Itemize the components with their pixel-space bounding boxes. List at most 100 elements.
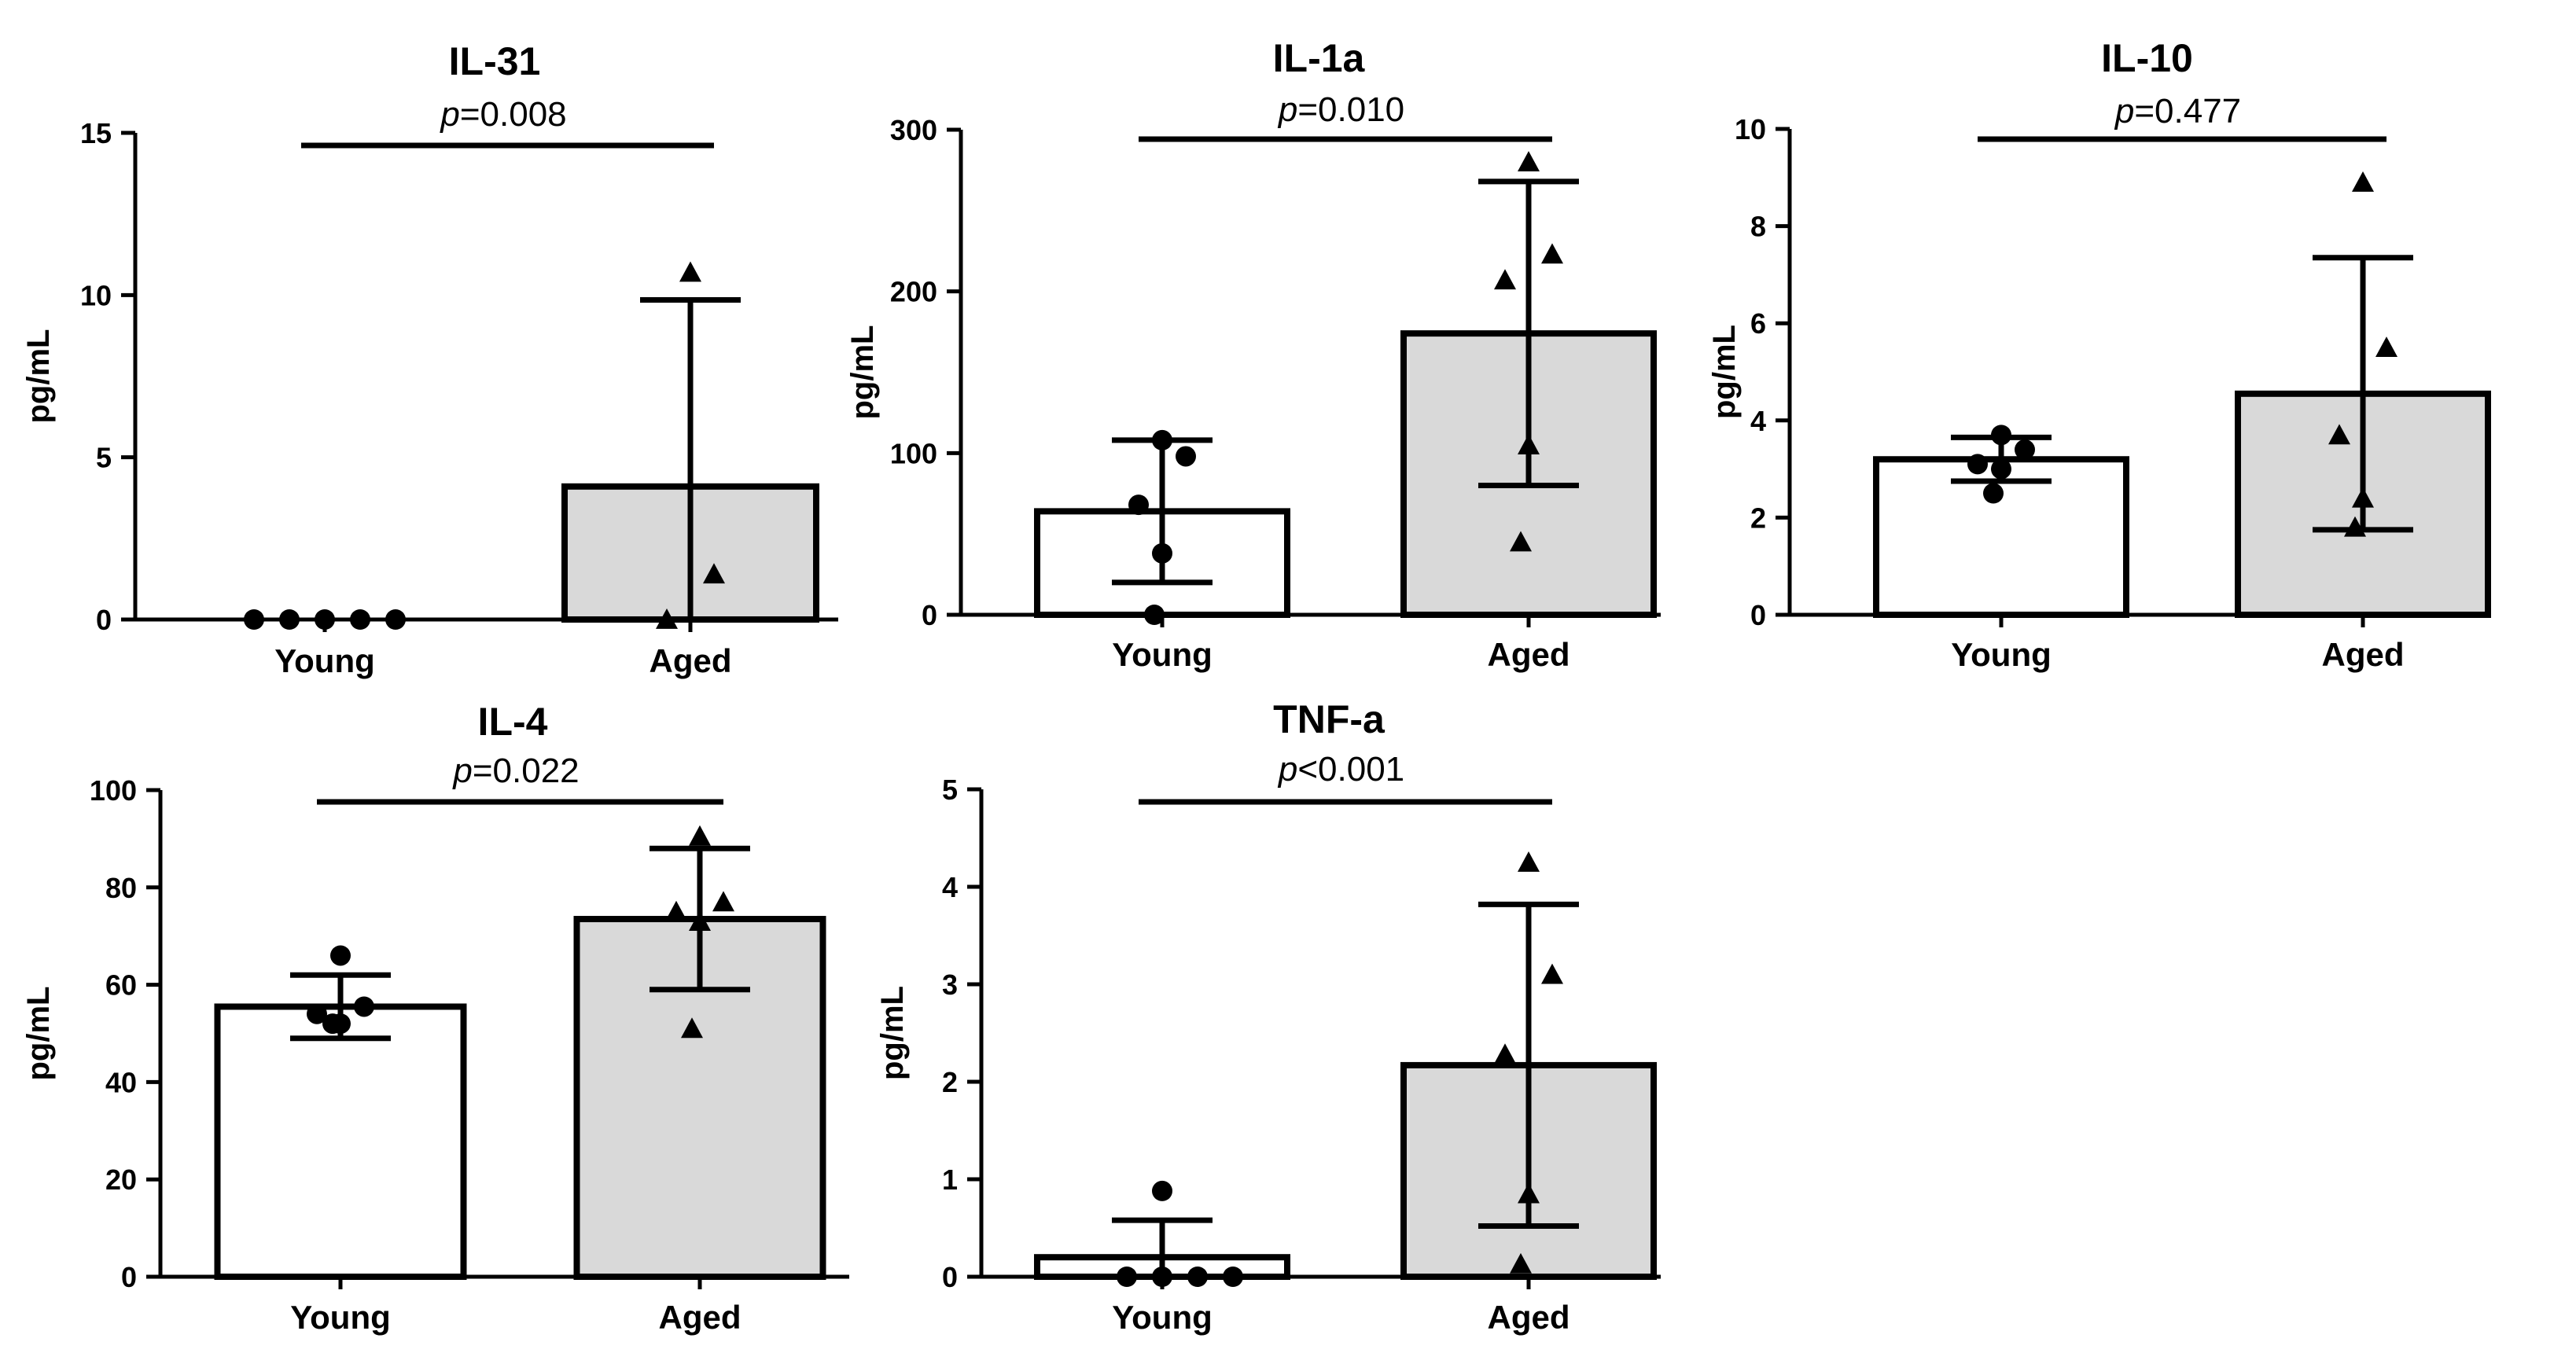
y-axis-label: pg/mL	[21, 987, 56, 1081]
category-label-young: Young	[1112, 1299, 1213, 1336]
point-young	[1152, 542, 1172, 564]
point-young	[1152, 1267, 1172, 1287]
y-tick-label: 15	[80, 117, 112, 149]
point-young	[354, 996, 374, 1017]
point-young	[1991, 425, 2011, 446]
point-aged	[1518, 851, 1540, 872]
category-label-young: Young	[274, 642, 375, 679]
point-young	[279, 609, 300, 630]
point-aged	[2328, 424, 2350, 445]
bar-young	[1873, 456, 2129, 618]
point-aged	[689, 825, 711, 846]
y-tick-label: 0	[121, 1261, 137, 1293]
y-tick-label: 300	[890, 114, 937, 146]
panel-il-1a: IL-1a p=0.010 pg/mL 0 100 200 300 Young Aged	[845, 36, 1661, 673]
y-tick-label: 200	[890, 276, 937, 308]
y-tick-label: 0	[96, 604, 112, 636]
p-value-label: p=0.010	[1277, 90, 1404, 129]
p-value-label: p=0.008	[439, 95, 566, 134]
category-label-aged: Aged	[659, 1299, 742, 1336]
y-tick-label: 10	[80, 279, 112, 311]
y-tick-label: 2	[1750, 502, 1766, 534]
point-young	[385, 609, 406, 630]
point-young	[330, 945, 351, 966]
p-value-label: p<0.001	[1277, 750, 1404, 789]
point-aged	[689, 910, 711, 932]
point-aged	[1494, 269, 1516, 290]
p-value-label: p=0.477	[2114, 92, 2241, 131]
point-aged	[1518, 151, 1540, 172]
panel-title: IL-4	[478, 700, 548, 744]
y-tick-label: 0	[1750, 599, 1766, 631]
y-tick-label: 40	[105, 1066, 137, 1098]
category-label-aged: Aged	[1488, 1299, 1570, 1336]
category-label-aged: Aged	[1488, 636, 1570, 673]
point-aged	[2352, 171, 2374, 192]
point-aged	[1518, 1182, 1540, 1204]
y-tick-label: 80	[105, 872, 137, 904]
panel-title: IL-10	[2101, 36, 2193, 80]
bar-young	[214, 1003, 467, 1280]
y-tick-label: 5	[96, 442, 112, 474]
panel-il-4: IL-4 p=0.022 pg/mL 0 20 40 60 80 100 Young Aged	[21, 700, 849, 1336]
y-tick-label: 100	[890, 437, 937, 469]
panel-il-10: IL-10 p=0.477 pg/mL 0 2 4 6 8 10 Young Aged	[1707, 36, 2491, 673]
panel-title: TNF-a	[1273, 697, 1386, 741]
point-young	[315, 609, 335, 630]
point-young	[307, 1003, 327, 1024]
point-young	[244, 609, 264, 630]
point-aged	[679, 261, 701, 282]
point-aged	[1541, 243, 1563, 264]
y-tick-label: 2	[942, 1066, 958, 1098]
y-tick-label: 20	[105, 1164, 137, 1196]
point-aged	[703, 563, 725, 584]
y-tick-label: 0	[922, 599, 937, 631]
y-tick-label: 4	[942, 871, 958, 903]
point-young	[1152, 1180, 1172, 1201]
point-young	[1223, 1267, 1243, 1287]
y-axis-label: pg/mL	[875, 986, 910, 1080]
point-aged	[2344, 516, 2366, 537]
point-aged	[712, 891, 734, 912]
point-young	[350, 609, 370, 630]
point-young	[1128, 494, 1149, 516]
y-tick-label: 8	[1750, 211, 1766, 243]
point-aged	[1494, 1043, 1516, 1064]
point-young	[1117, 1267, 1137, 1287]
category-label-young: Young	[290, 1299, 391, 1336]
point-aged	[2375, 336, 2398, 357]
y-tick-label: 100	[90, 774, 137, 807]
point-young	[1144, 605, 1165, 625]
point-young	[1983, 483, 2004, 504]
point-young	[1176, 446, 1196, 467]
category-label-aged: Aged	[650, 642, 732, 679]
point-aged	[1518, 434, 1540, 454]
point-young	[2015, 439, 2035, 460]
point-young	[1967, 454, 1988, 475]
y-tick-label: 6	[1750, 307, 1766, 340]
y-axis-label: pg/mL	[1707, 325, 1742, 419]
point-aged	[1541, 963, 1563, 984]
panel-title: IL-31	[449, 39, 541, 83]
y-tick-label: 4	[1750, 405, 1766, 437]
category-label-young: Young	[1951, 636, 2052, 673]
y-tick-label: 60	[105, 969, 137, 1002]
panel-tnf-a: TNF-a p<0.001 pg/mL 0 1 2 3 4 5 Young Aged	[875, 697, 1661, 1336]
panel-il-31: IL-31 p=0.008 pg/mL 0 5 10 15 Young Aged	[21, 39, 838, 679]
y-axis-label: pg/mL	[21, 329, 56, 424]
point-young	[1187, 1267, 1208, 1287]
y-tick-label: 0	[942, 1261, 958, 1293]
category-label-aged: Aged	[2322, 636, 2405, 673]
y-tick-label: 1	[942, 1164, 958, 1196]
point-young	[1152, 429, 1172, 450]
p-value-label: p=0.022	[451, 752, 579, 790]
point-aged	[681, 1017, 703, 1039]
y-tick-label: 5	[942, 774, 958, 806]
y-tick-label: 3	[942, 969, 958, 1001]
y-tick-label: 10	[1735, 113, 1766, 145]
point-young	[1991, 458, 2011, 480]
point-aged	[1510, 1252, 1532, 1274]
y-axis-label: pg/mL	[845, 325, 880, 420]
category-label-young: Young	[1112, 636, 1213, 673]
